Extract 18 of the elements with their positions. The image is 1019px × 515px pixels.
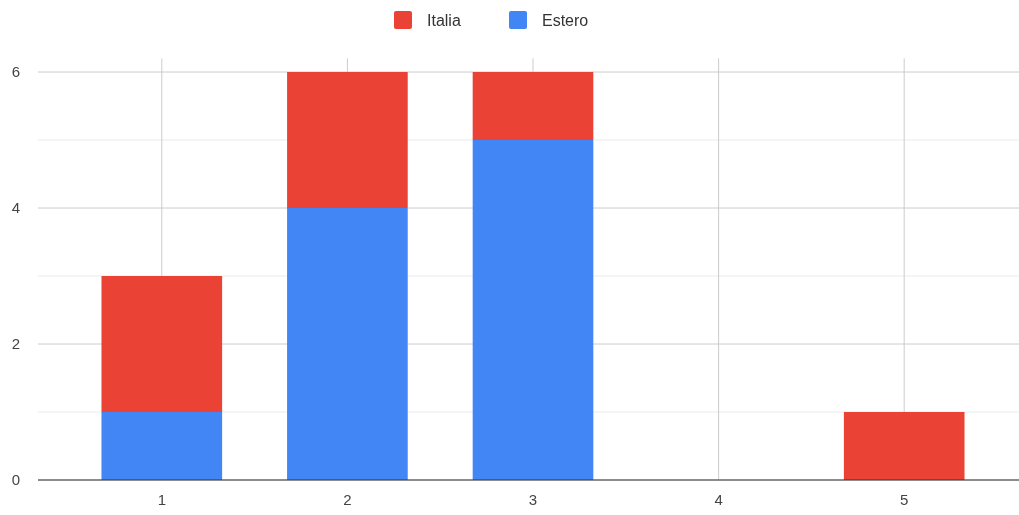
- bar: [101, 276, 223, 412]
- x-tick-label: 5: [900, 491, 909, 508]
- x-tick-label: 4: [714, 491, 723, 508]
- bar: [472, 140, 594, 480]
- legend-label: Italia: [427, 11, 461, 29]
- bar: [101, 412, 223, 480]
- bar: [472, 72, 594, 140]
- bar: [287, 208, 408, 480]
- x-tick-label: 1: [157, 491, 166, 508]
- bar: [843, 412, 965, 480]
- x-tick-label: 2: [343, 491, 352, 508]
- y-tick-label: 0: [11, 471, 20, 489]
- y-tick-label: 6: [11, 63, 20, 81]
- y-tick-label: 2: [11, 335, 20, 353]
- legend-label: Estero: [542, 11, 589, 29]
- bar: [287, 72, 408, 208]
- y-tick-label: 4: [11, 199, 20, 217]
- x-tick-label: 3: [528, 491, 538, 508]
